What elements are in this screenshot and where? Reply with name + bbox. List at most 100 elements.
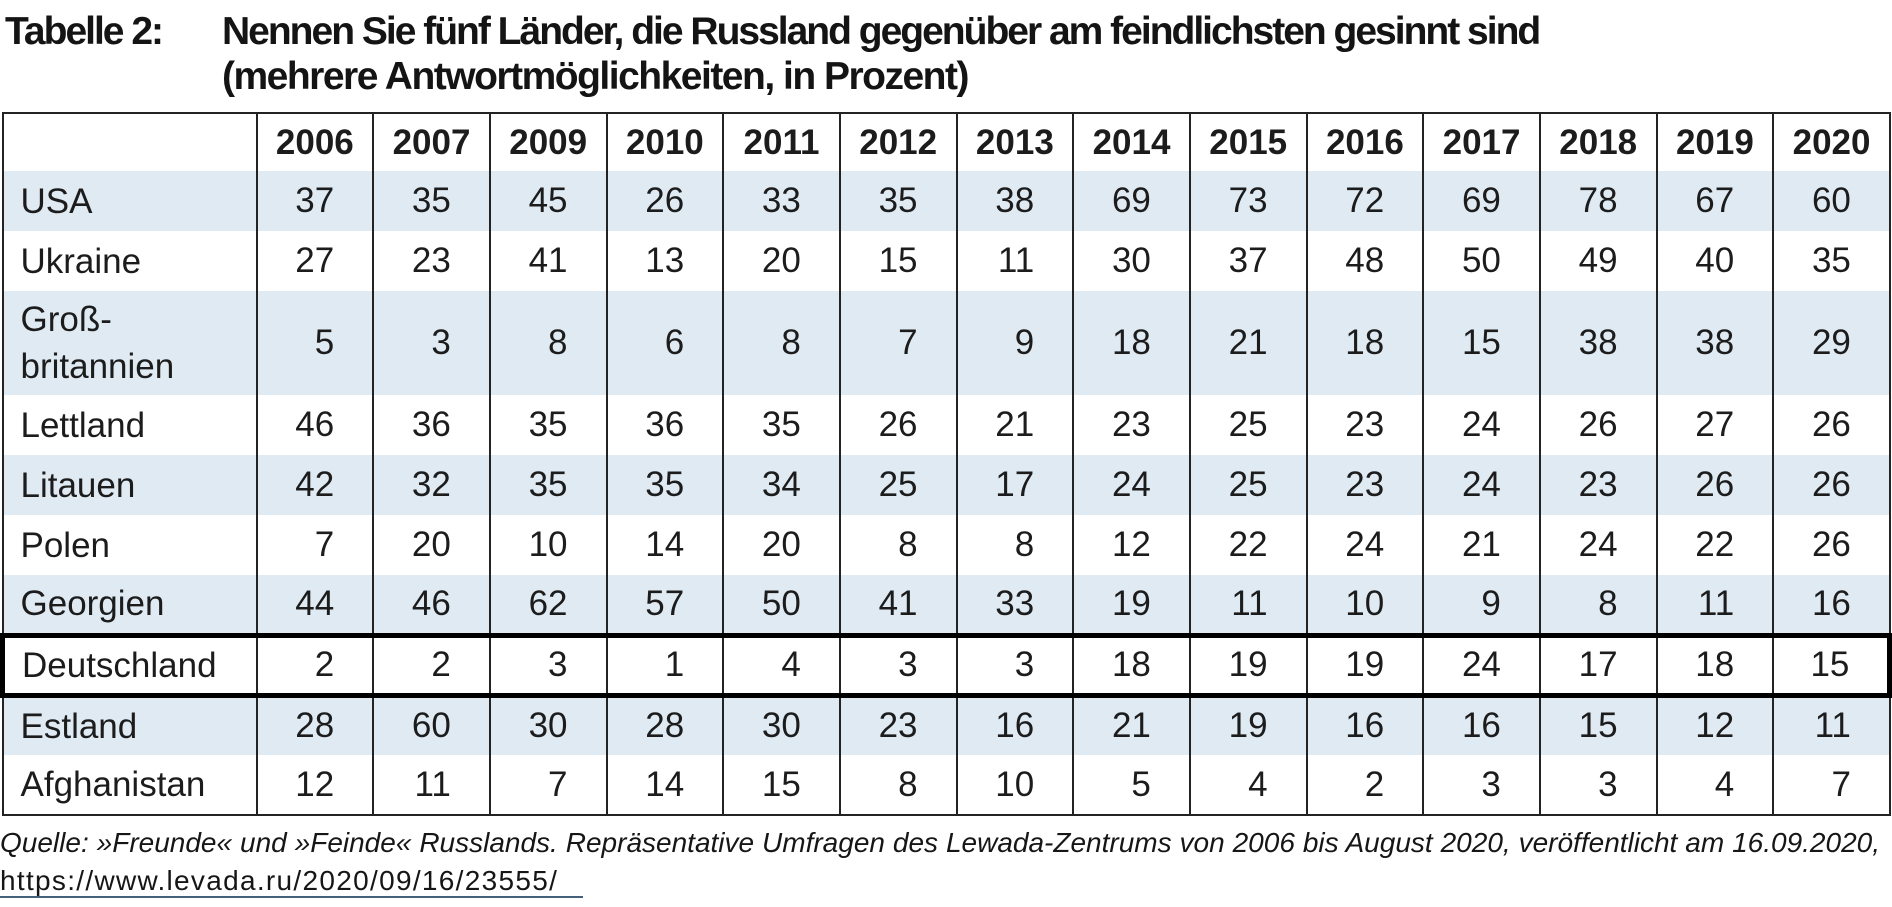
value-cell: 15 xyxy=(722,755,840,815)
value-cell: 24 xyxy=(1422,455,1540,515)
value-cell: 30 xyxy=(488,695,607,755)
table-row-litauen: Litauen 42 32 35 35 34 25 17 24 25 23 24 23 26 26 xyxy=(2,455,1890,515)
value-cell: 33 xyxy=(722,171,840,231)
value-cell: 26 xyxy=(1772,395,1890,455)
value-cell: 49 xyxy=(1538,231,1657,291)
value-cell: 35 xyxy=(838,171,957,231)
year-header-2010: 2010 xyxy=(605,113,724,171)
value-cell: 26 xyxy=(1655,455,1774,515)
value-cell: 12 xyxy=(1072,515,1190,575)
value-cell: 26 xyxy=(605,171,724,231)
value-cell: 50 xyxy=(722,575,840,635)
value-cell: 35 xyxy=(488,395,607,455)
value-cell: 23 xyxy=(1305,455,1424,515)
value-cell: 25 xyxy=(1188,455,1307,515)
value-cell: 7 xyxy=(255,515,374,575)
value-cell: 21 xyxy=(1072,695,1190,755)
value-cell: 38 xyxy=(955,171,1074,231)
value-cell: 32 xyxy=(372,455,490,515)
value-cell: 28 xyxy=(605,695,724,755)
value-cell: 10 xyxy=(1305,575,1424,635)
value-cell: 20 xyxy=(722,515,840,575)
table-row-lettland: Lettland 46 36 35 36 35 26 21 23 25 23 24 26 27 26 xyxy=(3,395,1890,455)
value-cell: 16 xyxy=(955,695,1074,755)
value-cell: 37 xyxy=(255,171,374,231)
value-cell: 35 xyxy=(605,455,724,515)
country-label: Polen xyxy=(20,525,111,565)
value-cell: 15 xyxy=(1422,291,1540,395)
year-header-2006: 2006 xyxy=(255,113,374,171)
year-header-2009: 2009 xyxy=(488,113,607,171)
value-cell: 29 xyxy=(1772,291,1890,395)
value-cell: 45 xyxy=(488,171,607,231)
value-cell: 7 xyxy=(1772,755,1890,815)
table-caption-line2: (mehrere Antwortmöglichkeiten, in Prozen… xyxy=(222,55,969,98)
value-cell: 16 xyxy=(1422,695,1540,755)
country-label: Groß- britannien xyxy=(2,291,257,395)
value-cell: 10 xyxy=(488,515,607,575)
table-row-estland: Estland 28 60 30 28 30 23 16 21 19 16 16 15 12 11 xyxy=(2,695,1890,755)
value-cell: 35 xyxy=(372,171,490,231)
value-cell: 8 xyxy=(955,515,1074,575)
country-label: Georgien xyxy=(2,575,257,635)
value-cell: 11 xyxy=(1188,575,1307,635)
value-cell: 19 xyxy=(1305,632,1424,698)
value-cell: 5 xyxy=(1072,755,1190,815)
year-header-2007: 2007 xyxy=(372,113,490,171)
value-cell: 72 xyxy=(1305,171,1424,231)
value-cell: 19 xyxy=(1072,575,1190,635)
country-label: Litauen xyxy=(2,455,257,515)
value-cell: 30 xyxy=(1072,231,1190,291)
table-row-deutschland: Deutschland 2 2 3 1 4 3 3 18 19 19 24 17 18 15 xyxy=(0,632,1892,698)
country-label: Deutschland xyxy=(0,632,257,698)
value-cell: 36 xyxy=(605,395,724,455)
value-cell: 4 xyxy=(1655,755,1774,815)
value-cell: 2 xyxy=(255,632,374,698)
value-cell: 44 xyxy=(255,575,374,635)
value-cell: 13 xyxy=(605,231,724,291)
table-caption-text: Nennen Sie fünf Länder, die Russland geg… xyxy=(222,9,1887,99)
year-header-2012: 2012 xyxy=(838,113,957,171)
value-cell: 18 xyxy=(1072,632,1190,698)
value-cell: 11 xyxy=(955,231,1074,291)
value-cell: 20 xyxy=(722,231,840,291)
value-cell: 9 xyxy=(1422,575,1540,635)
value-cell: 24 xyxy=(1538,515,1657,575)
value-cell: 8 xyxy=(838,755,957,815)
year-header-2016: 2016 xyxy=(1305,113,1424,171)
value-cell: 21 xyxy=(1422,515,1540,575)
value-cell: 21 xyxy=(1188,291,1307,395)
value-cell: 26 xyxy=(1538,395,1657,455)
value-cell: 35 xyxy=(722,395,840,455)
source-link[interactable]: https://www.levada.ru/2020/09/16/23555/ xyxy=(0,865,584,898)
value-cell: 14 xyxy=(605,515,724,575)
value-cell: 15 xyxy=(1538,695,1657,755)
country-label: Ukraine xyxy=(20,241,142,281)
value-cell: 35 xyxy=(1772,231,1890,291)
value-cell: 12 xyxy=(1655,695,1774,755)
table-caption-label: Tabelle 2: xyxy=(5,10,164,53)
year-header-2013: 2013 xyxy=(955,113,1074,171)
value-cell: 6 xyxy=(605,291,724,395)
value-cell: 9 xyxy=(955,291,1074,395)
table-header-row: 2006 2007 2009 2010 2011 2012 2013 2014 2015 2016… xyxy=(2,113,1890,171)
country-label: Lettland xyxy=(20,405,146,445)
value-cell: 46 xyxy=(255,395,374,455)
value-cell: 22 xyxy=(1655,515,1774,575)
value-cell: 3 xyxy=(1538,755,1657,815)
year-header-2017: 2017 xyxy=(1422,113,1540,171)
value-cell: 78 xyxy=(1538,171,1657,231)
year-header-2014: 2014 xyxy=(1072,113,1190,171)
value-cell: 16 xyxy=(1772,575,1890,635)
year-header-2019: 2019 xyxy=(1655,113,1774,171)
value-cell: 22 xyxy=(1188,515,1307,575)
value-cell: 2 xyxy=(372,632,490,698)
source-note: Quelle: »Freunde« und »Feinde« Russlands… xyxy=(0,824,1880,900)
value-cell: 17 xyxy=(1538,632,1657,698)
table-row-usa: USA 37 35 45 26 33 35 38 69 73 72 69 78 67 60 xyxy=(2,171,1890,231)
country-label: USA xyxy=(2,171,257,231)
value-cell: 36 xyxy=(372,395,490,455)
data-table: 2006 2007 2009 2010 20 11 2012 2013 2014 20 15 2016… xyxy=(0,112,1892,816)
value-cell: 24 xyxy=(1422,632,1540,698)
value-cell: 8 xyxy=(722,291,840,395)
